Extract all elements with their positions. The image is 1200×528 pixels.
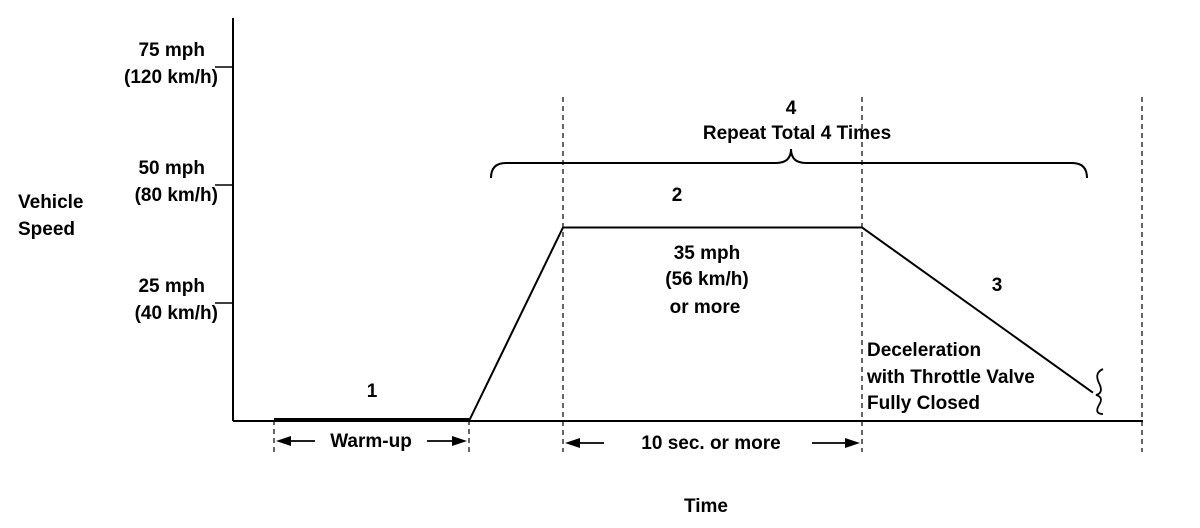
segment-acceleration	[468, 227, 564, 422]
y-tick-label-50: 50 mph	[138, 158, 205, 179]
y-tick-label-75: 75 mph	[138, 40, 205, 61]
decel-end-brace	[1095, 368, 1104, 415]
hold-duration-arrow: 10 sec. or more	[565, 433, 860, 454]
warmup-arrow-left-head	[276, 436, 291, 446]
hold-arrow-left-head	[565, 438, 580, 448]
warmup-duration-arrow: Warm-up	[276, 431, 467, 452]
y-axis-label-line1: Vehicle	[18, 192, 84, 213]
hold-time-label: 10 sec. or more	[641, 433, 780, 454]
step-1-label: 1	[367, 381, 378, 402]
y-tick-label-25: 25 mph	[138, 276, 205, 297]
y-tick-group: 25 mph (40 km/h) 50 mph (80 km/h) 75 mph…	[124, 40, 233, 324]
step-3-label: 3	[992, 275, 1003, 296]
step-2-label: 2	[672, 185, 683, 206]
warmup-arrow-right-head	[452, 436, 467, 446]
decel-text-line1: Deceleration	[867, 340, 981, 361]
repeat-label: Repeat Total 4 Times	[703, 123, 891, 144]
decel-text-line3: Fully Closed	[867, 393, 980, 414]
hold-arrow-right-head	[845, 438, 860, 448]
speed-profile-series	[274, 226, 1094, 422]
decel-text-line2: with Throttle Valve	[866, 367, 1035, 388]
warmup-label: Warm-up	[330, 431, 412, 452]
step-4-label: 4	[786, 98, 797, 119]
y-tick-sublabel-25: (40 km/h)	[135, 303, 218, 324]
speed-text-line2: (56 km/h)	[665, 269, 748, 290]
y-tick-sublabel-50: (80 km/h)	[135, 185, 218, 206]
speed-text-line1: 35 mph	[674, 243, 741, 264]
y-axis-label-line2: Speed	[18, 219, 75, 240]
x-axis-label: Time	[684, 496, 728, 517]
speed-text-line3: or more	[670, 297, 741, 318]
y-tick-sublabel-75: (120 km/h)	[124, 67, 218, 88]
repeat-brace	[490, 148, 1088, 179]
segment-deceleration	[861, 226, 1094, 394]
